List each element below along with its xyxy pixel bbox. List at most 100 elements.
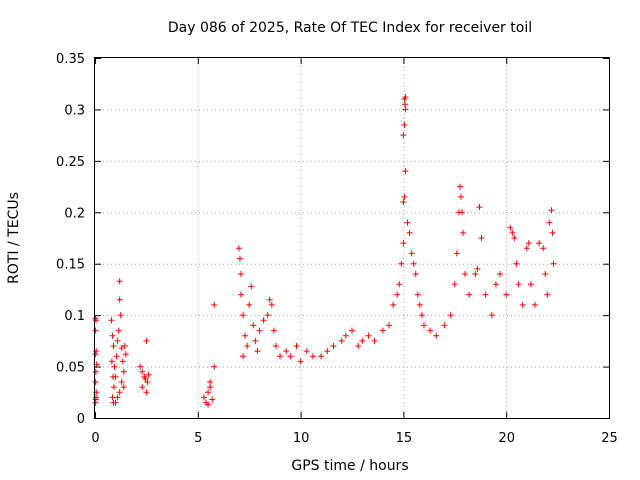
data-point — [92, 351, 99, 358]
y-tick-label: 0.2 — [64, 206, 85, 221]
data-point — [92, 368, 99, 375]
data-point — [120, 384, 127, 391]
data-point — [355, 343, 362, 349]
x-tick-label: 0 — [91, 431, 99, 446]
data-point — [143, 389, 150, 396]
data-point — [401, 121, 408, 128]
data-point — [365, 332, 372, 339]
data-point — [402, 106, 409, 113]
x-tick-label: 5 — [194, 431, 202, 446]
data-point — [488, 312, 495, 319]
data-point — [110, 343, 117, 349]
data-point — [404, 219, 411, 226]
data-point — [111, 363, 118, 370]
data-point — [330, 343, 337, 349]
data-point — [515, 281, 522, 288]
data-point — [297, 358, 304, 365]
data-point — [242, 332, 249, 339]
data-point — [205, 401, 212, 408]
data-point — [137, 363, 144, 370]
y-tick-label: 0.1 — [64, 309, 85, 324]
data-point — [256, 327, 263, 334]
data-point — [260, 317, 267, 324]
data-point — [406, 229, 413, 236]
data-point — [379, 327, 386, 334]
data-point — [550, 260, 557, 267]
data-point — [398, 260, 405, 267]
data-point — [511, 235, 518, 241]
data-point — [433, 332, 440, 339]
data-point — [113, 353, 120, 360]
data-point — [401, 193, 408, 200]
data-point — [145, 371, 152, 378]
data-point — [324, 348, 331, 355]
data-point — [453, 250, 460, 257]
axis-ticks — [95, 58, 610, 419]
data-point — [309, 353, 316, 360]
data-point — [92, 379, 99, 385]
data-point — [118, 379, 125, 385]
data-point — [277, 353, 284, 360]
data-point — [112, 373, 119, 380]
data-point — [509, 229, 516, 236]
data-point — [507, 224, 514, 231]
data-point — [546, 219, 553, 226]
data-point — [540, 245, 547, 252]
data-point — [349, 327, 355, 334]
data-point — [264, 312, 271, 319]
data-point — [527, 281, 534, 288]
data-point — [236, 255, 243, 262]
data-point — [318, 353, 325, 360]
data-point — [513, 260, 520, 267]
y-tick-labels: 0 0.05 0.1 0.15 0.2 0.25 0.3 0.35 — [56, 52, 85, 427]
data-point — [460, 229, 467, 236]
data-point — [252, 337, 259, 344]
data-point — [114, 337, 121, 344]
x-axis-label: GPS time / hours — [291, 458, 408, 474]
data-point — [396, 281, 403, 288]
data-point — [240, 353, 247, 360]
data-point — [266, 296, 273, 303]
data-point — [418, 312, 425, 319]
data-point — [303, 348, 310, 355]
data-point — [482, 291, 489, 298]
data-point — [427, 327, 434, 334]
data-point — [416, 301, 423, 308]
data-point — [420, 322, 427, 329]
data-point — [244, 343, 251, 349]
data-point — [235, 245, 242, 252]
y-tick-label: 0.35 — [56, 52, 85, 67]
data-point — [400, 199, 407, 205]
data-point — [92, 327, 99, 334]
data-point — [109, 394, 116, 401]
data-point — [472, 271, 479, 277]
data-point — [200, 394, 207, 401]
x-tick-label: 20 — [498, 431, 515, 446]
data-point — [254, 348, 261, 355]
data-point — [250, 322, 257, 329]
data-points — [92, 94, 557, 408]
y-tick-label: 0 — [77, 412, 85, 427]
data-point — [390, 301, 397, 308]
data-point — [121, 343, 128, 349]
data-point — [474, 265, 481, 272]
data-point — [447, 312, 454, 319]
data-point — [458, 209, 465, 216]
data-point — [503, 291, 510, 298]
data-point — [211, 363, 218, 370]
data-point — [466, 291, 473, 298]
data-point — [441, 322, 448, 329]
data-point — [211, 301, 218, 308]
data-point — [109, 332, 116, 339]
data-point — [549, 229, 556, 236]
data-point — [342, 332, 349, 339]
data-point — [386, 322, 393, 329]
data-point — [497, 271, 504, 277]
data-point — [272, 343, 279, 349]
data-point — [110, 384, 117, 391]
data-point — [209, 396, 216, 403]
data-point — [116, 389, 123, 396]
data-point — [139, 384, 146, 391]
data-point — [92, 396, 99, 403]
data-point — [248, 283, 255, 290]
